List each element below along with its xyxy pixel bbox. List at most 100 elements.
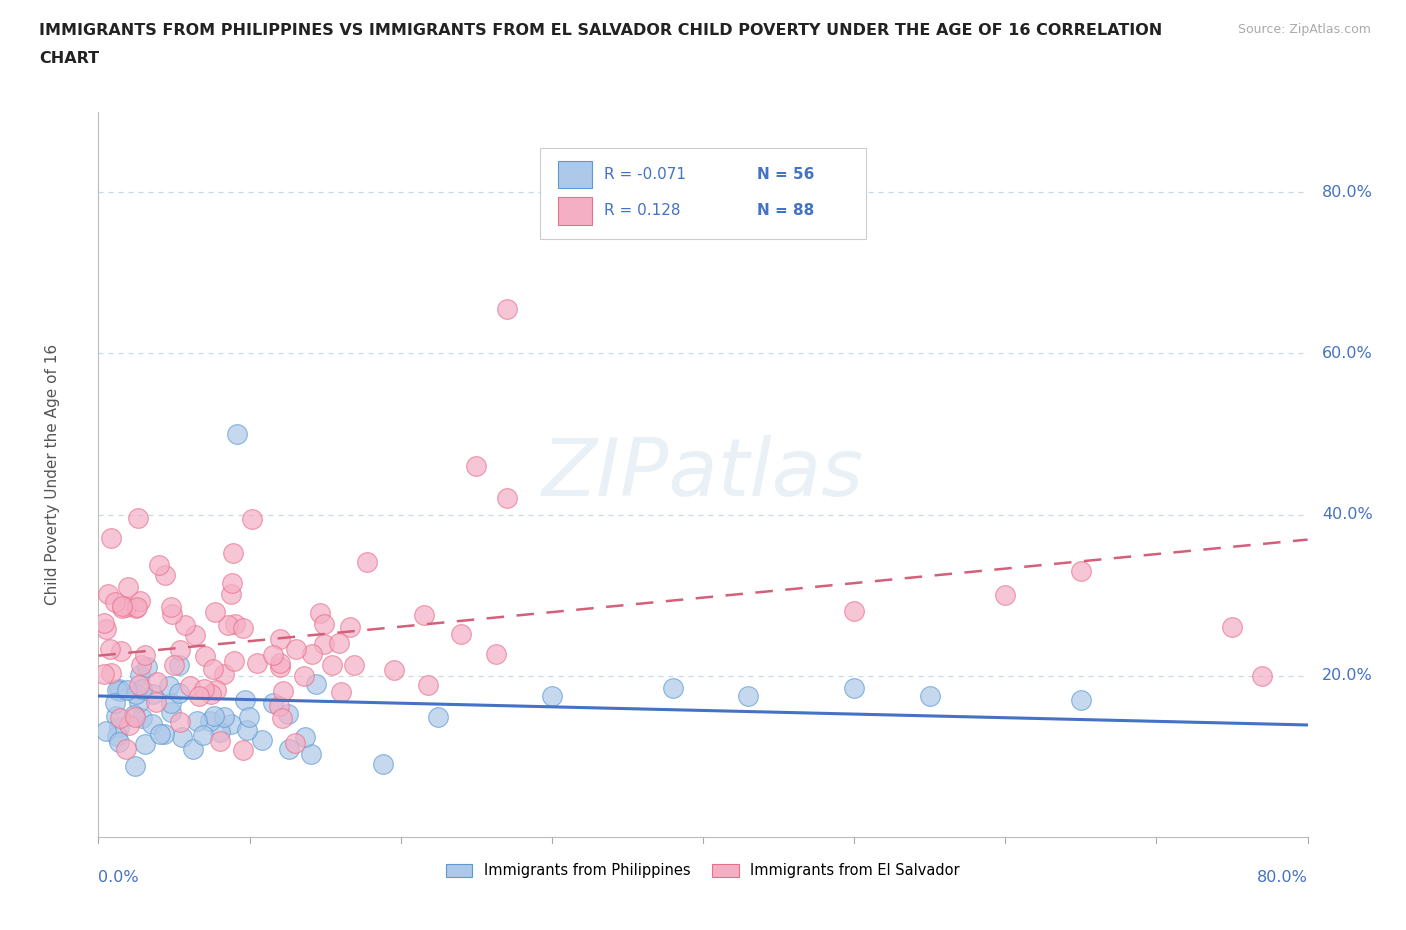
Point [136, 659, 159, 674]
Point [193, 682, 215, 697]
Point [115, 682, 138, 697]
Point [212, 667, 235, 682]
Point [159, 705, 181, 720]
Point [131, 682, 153, 697]
Point [238, 710, 260, 724]
Point [427, 710, 450, 724]
Text: 60.0%: 60.0% [1322, 346, 1372, 361]
Point [495, 301, 517, 316]
Point [104, 696, 127, 711]
Point [450, 627, 472, 642]
Point [240, 512, 263, 526]
Text: 20.0%: 20.0% [1322, 669, 1372, 684]
Point [224, 617, 246, 631]
Point [277, 706, 299, 721]
Point [214, 710, 236, 724]
Point [299, 747, 322, 762]
Text: N = 88: N = 88 [758, 204, 814, 219]
Point [127, 511, 149, 525]
Point [271, 711, 294, 725]
Point [124, 708, 146, 723]
Point [105, 683, 128, 698]
Point [128, 677, 150, 692]
Point [284, 736, 307, 751]
Point [125, 686, 148, 701]
Point [413, 608, 436, 623]
Point [107, 719, 129, 734]
Point [93, 666, 115, 681]
Text: ZIPatlas: ZIPatlas [541, 435, 865, 513]
Point [844, 681, 866, 696]
Point [540, 688, 562, 703]
Point [100, 530, 122, 545]
Point [111, 599, 134, 614]
Legend: Immigrants from Philippines, Immigrants from El Salvador: Immigrants from Philippines, Immigrants … [440, 857, 966, 884]
Point [232, 621, 254, 636]
Point [209, 725, 232, 740]
Point [356, 554, 378, 569]
Point [114, 741, 136, 756]
Point [201, 662, 224, 677]
Point [305, 677, 328, 692]
Point [661, 681, 683, 696]
Point [329, 684, 352, 699]
Point [232, 742, 254, 757]
Point [202, 709, 225, 724]
Point [271, 684, 294, 698]
Point [179, 679, 201, 694]
Point [167, 685, 190, 700]
Point [267, 698, 290, 713]
Point [172, 730, 194, 745]
Point [308, 605, 330, 620]
Text: 40.0%: 40.0% [1322, 507, 1372, 522]
Point [173, 618, 195, 632]
Point [278, 742, 301, 757]
Point [262, 696, 284, 711]
Point [108, 735, 131, 750]
Point [373, 756, 395, 771]
Point [129, 667, 152, 682]
Point [217, 618, 239, 632]
Point [194, 649, 217, 664]
Point [169, 642, 191, 657]
Point [125, 600, 148, 615]
Point [301, 646, 323, 661]
Point [129, 658, 152, 672]
Point [495, 491, 517, 506]
Point [205, 683, 228, 698]
Text: 80.0%: 80.0% [1322, 185, 1374, 200]
Text: Source: ZipAtlas.com: Source: ZipAtlas.com [1237, 23, 1371, 36]
Point [100, 642, 122, 657]
Text: N = 56: N = 56 [758, 167, 815, 182]
Point [97, 587, 120, 602]
Point [314, 637, 336, 652]
Point [204, 605, 226, 620]
Point [222, 545, 245, 560]
Point [142, 686, 165, 701]
Point [141, 717, 163, 732]
Point [221, 576, 243, 591]
FancyBboxPatch shape [558, 197, 592, 225]
FancyBboxPatch shape [540, 148, 866, 239]
Point [484, 646, 506, 661]
Point [115, 600, 138, 615]
Point [146, 674, 169, 689]
Text: 0.0%: 0.0% [98, 870, 139, 884]
Point [129, 593, 152, 608]
Point [184, 627, 207, 642]
Point [108, 682, 131, 697]
Point [262, 647, 284, 662]
Point [104, 709, 127, 724]
Point [124, 710, 146, 724]
Point [339, 619, 361, 634]
Point [169, 714, 191, 729]
Point [221, 587, 243, 602]
Point [125, 601, 148, 616]
Point [108, 711, 131, 725]
Point [157, 678, 180, 693]
Text: Child Poverty Under the Age of 16: Child Poverty Under the Age of 16 [45, 344, 60, 604]
Point [418, 678, 440, 693]
Point [93, 616, 115, 631]
Point [219, 717, 242, 732]
Text: R = 0.128: R = 0.128 [603, 204, 681, 219]
